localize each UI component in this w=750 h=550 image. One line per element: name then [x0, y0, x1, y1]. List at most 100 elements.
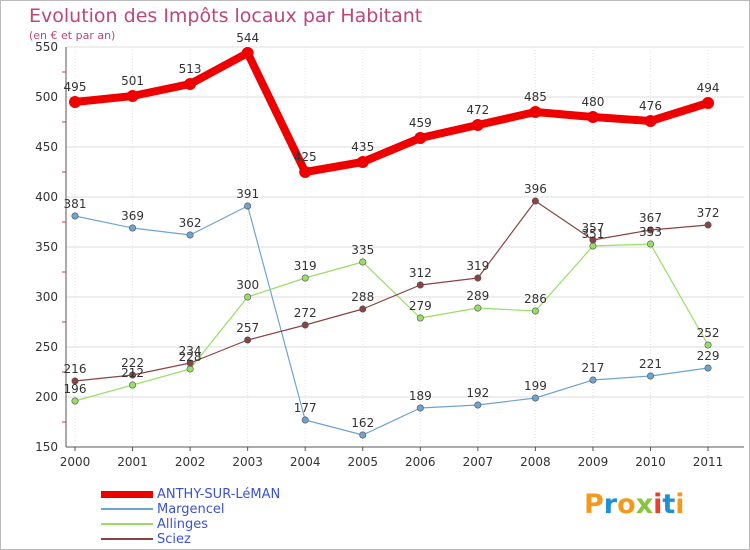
data-label: 300	[236, 278, 259, 292]
data-point	[129, 371, 137, 379]
data-point	[531, 394, 539, 402]
data-point	[529, 106, 542, 118]
x-tick-label: 2008	[520, 455, 551, 469]
legend-swatch	[101, 508, 153, 510]
y-tick-label: 500	[35, 90, 58, 104]
data-label: 252	[697, 326, 720, 340]
data-label: 476	[639, 99, 662, 113]
logo-letter: o	[617, 489, 636, 520]
data-label: 319	[466, 259, 489, 273]
data-label: 459	[409, 116, 432, 130]
y-tick-label: 250	[35, 340, 58, 354]
data-point	[359, 258, 367, 266]
data-label: 319	[294, 259, 317, 273]
data-label: 369	[121, 209, 144, 223]
y-tick-label: 300	[35, 290, 58, 304]
data-point	[184, 78, 197, 90]
data-point	[186, 231, 194, 239]
data-label: 189	[409, 389, 432, 403]
series-line	[74, 243, 709, 402]
logo-letter: t	[662, 489, 676, 520]
x-tick-label: 2010	[635, 455, 666, 469]
legend-label: Allinges	[157, 516, 208, 532]
data-label: 357	[581, 221, 604, 235]
data-point	[474, 401, 482, 409]
legend-item-anthy: ANTHY-SUR-LéMAN	[101, 486, 280, 502]
data-label: 288	[351, 290, 374, 304]
y-tick-label: 200	[35, 390, 58, 404]
legend-label: Margencel	[157, 501, 225, 517]
data-point	[704, 364, 712, 372]
data-point	[244, 293, 252, 301]
data-label: 222	[121, 356, 144, 370]
x-tick-label: 2003	[232, 455, 263, 469]
x-tick-label: 2005	[347, 455, 378, 469]
data-label: 362	[179, 216, 202, 230]
y-tick-label: 400	[35, 190, 58, 204]
data-label: 199	[524, 379, 547, 393]
data-label: 353	[639, 225, 662, 239]
data-point	[644, 115, 657, 127]
x-tick-label: 2011	[693, 455, 724, 469]
data-point	[301, 416, 309, 424]
data-label: 544	[236, 31, 259, 45]
x-tick-label: 2004	[290, 455, 321, 469]
legend-label: ANTHY-SUR-LéMAN	[157, 486, 281, 502]
data-point	[186, 359, 194, 367]
data-point	[416, 314, 424, 322]
data-point	[646, 226, 654, 234]
data-label: 485	[524, 90, 547, 104]
data-label: 494	[697, 81, 720, 95]
data-label: 381	[64, 197, 87, 211]
chart-subtitle: (en € et par an)	[29, 29, 116, 42]
data-label: 221	[639, 357, 662, 371]
data-label: 391	[236, 187, 259, 201]
data-point	[586, 111, 599, 123]
data-point	[589, 376, 597, 384]
data-label: 372	[697, 206, 720, 220]
data-point	[126, 90, 139, 102]
data-label: 396	[524, 182, 547, 196]
data-label: 495	[64, 80, 87, 94]
data-label: 286	[524, 292, 547, 306]
data-point	[646, 372, 654, 380]
legend-swatch	[101, 538, 153, 540]
data-label: 279	[409, 299, 432, 313]
data-point	[301, 321, 309, 329]
series-line	[74, 200, 709, 382]
data-label: 513	[179, 62, 202, 76]
logo-letter: x	[635, 489, 654, 520]
series-line	[71, 49, 713, 176]
data-label: 196	[64, 382, 87, 396]
data-point	[646, 240, 654, 248]
logo-letter: i	[675, 489, 685, 520]
data-label: 312	[409, 266, 432, 280]
data-point	[474, 274, 482, 282]
data-point	[299, 166, 312, 178]
legend-swatch	[101, 523, 153, 525]
data-point	[416, 404, 424, 412]
data-point	[414, 132, 427, 144]
data-point	[471, 119, 484, 131]
data-point	[531, 197, 539, 205]
x-tick-label: 2002	[175, 455, 206, 469]
x-tick-label: 2007	[463, 455, 494, 469]
legend-label: Sciez	[157, 531, 191, 547]
data-point	[704, 221, 712, 229]
data-label: 367	[639, 211, 662, 225]
data-label: 257	[236, 321, 259, 335]
data-label: 228	[179, 350, 202, 364]
data-label: 472	[466, 103, 489, 117]
data-point	[474, 304, 482, 312]
data-label: 217	[581, 361, 604, 375]
legend-item-margencel: Margencel	[101, 501, 225, 517]
y-tick-label: 550	[35, 40, 58, 54]
data-label: 212	[121, 366, 144, 380]
chart-title: Evolution des Impôts locaux par Habitant	[29, 5, 423, 27]
data-label: 177	[294, 401, 317, 415]
data-label: 289	[466, 289, 489, 303]
data-point	[359, 431, 367, 439]
legend-swatch	[101, 490, 153, 498]
data-label: 335	[351, 243, 374, 257]
